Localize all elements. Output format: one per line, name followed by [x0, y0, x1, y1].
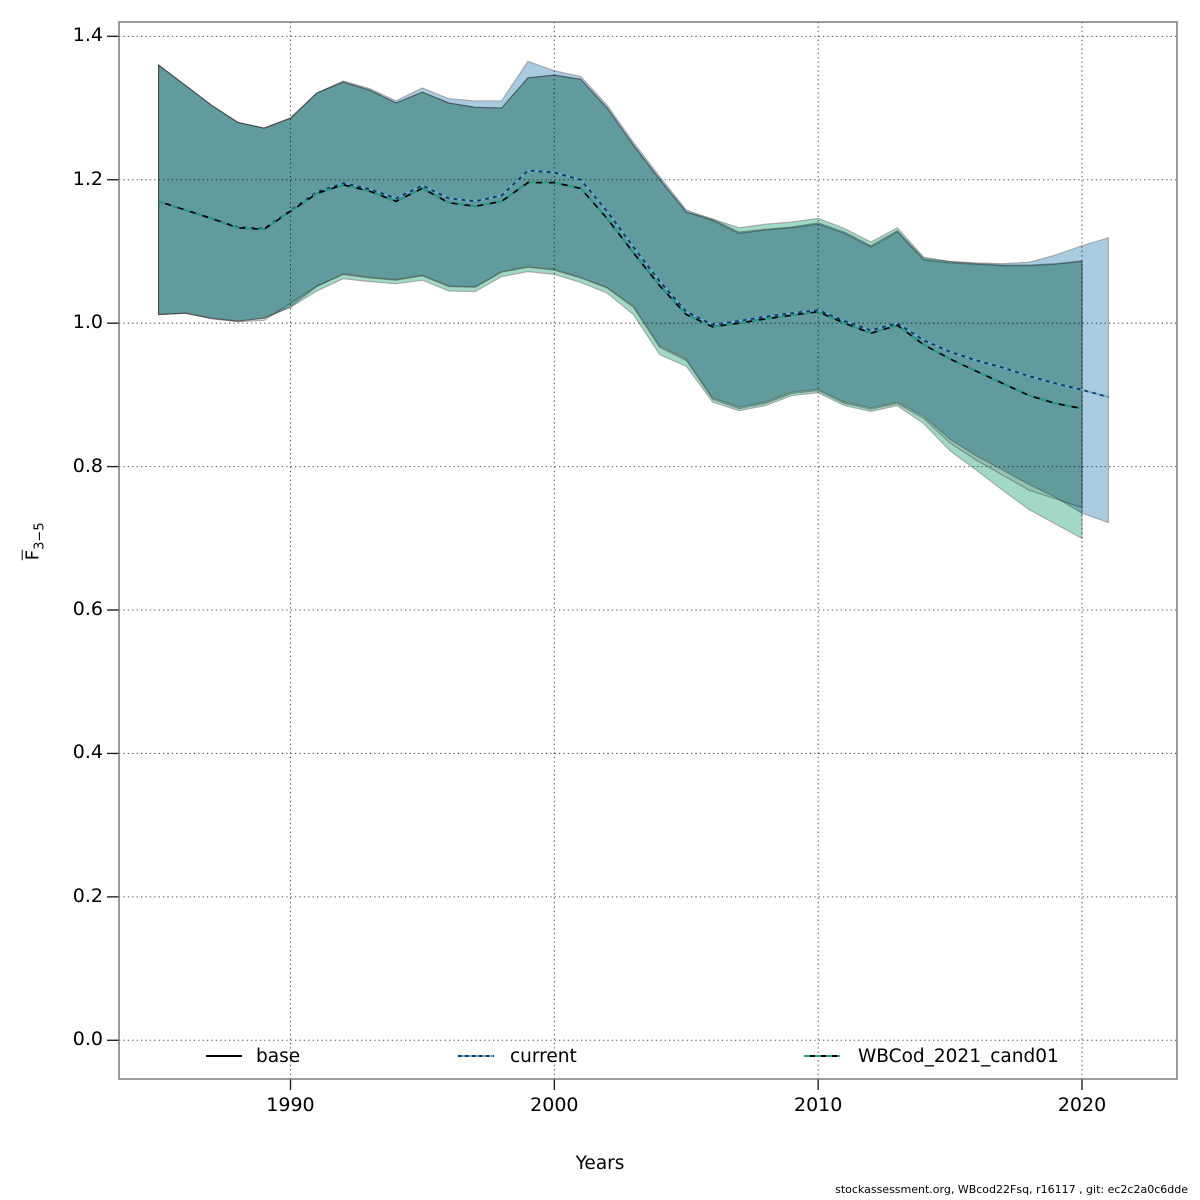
- y-axis-label-symbol: F: [22, 549, 44, 561]
- legend-item-cand01-label: WBCod_2021_cand01: [858, 1046, 1059, 1067]
- confidence-band-WBCod_2021_cand01: [158, 63, 1083, 540]
- x-tick-label: 2010: [793, 1094, 843, 1116]
- legend-item-current-label: current: [510, 1046, 577, 1067]
- current-line-dark-dashes: [158, 169, 1109, 398]
- legend-item-base-label: base: [256, 1046, 301, 1067]
- x-tick-label: 2020: [1057, 1094, 1107, 1116]
- x-axis-label: Years: [575, 1153, 625, 1174]
- y-tick-label: 1.0: [72, 311, 103, 334]
- y-tick-label: 0.6: [72, 598, 103, 621]
- cand01-line: [158, 181, 1083, 410]
- footer-attribution: stockassessment.org, WBcod22Fsq, r16117 …: [835, 1183, 1188, 1196]
- current-line: [158, 169, 1109, 398]
- y-tick-label: 0.8: [72, 454, 103, 477]
- y-tick-label: 0.0: [72, 1028, 103, 1051]
- y-tick-label: 1.2: [72, 167, 103, 190]
- y-tick-label: 1.4: [72, 24, 103, 47]
- y-tick-label: 0.4: [72, 741, 103, 764]
- y-axis-label: F3−5: [23, 479, 48, 603]
- y-axis-label-subscript: 3−5: [32, 522, 48, 550]
- y-tick-label: 0.2: [72, 884, 103, 907]
- plot-box: [118, 21, 1178, 1080]
- x-tick-label: 1990: [266, 1094, 315, 1116]
- x-tick-label: 2000: [530, 1094, 579, 1116]
